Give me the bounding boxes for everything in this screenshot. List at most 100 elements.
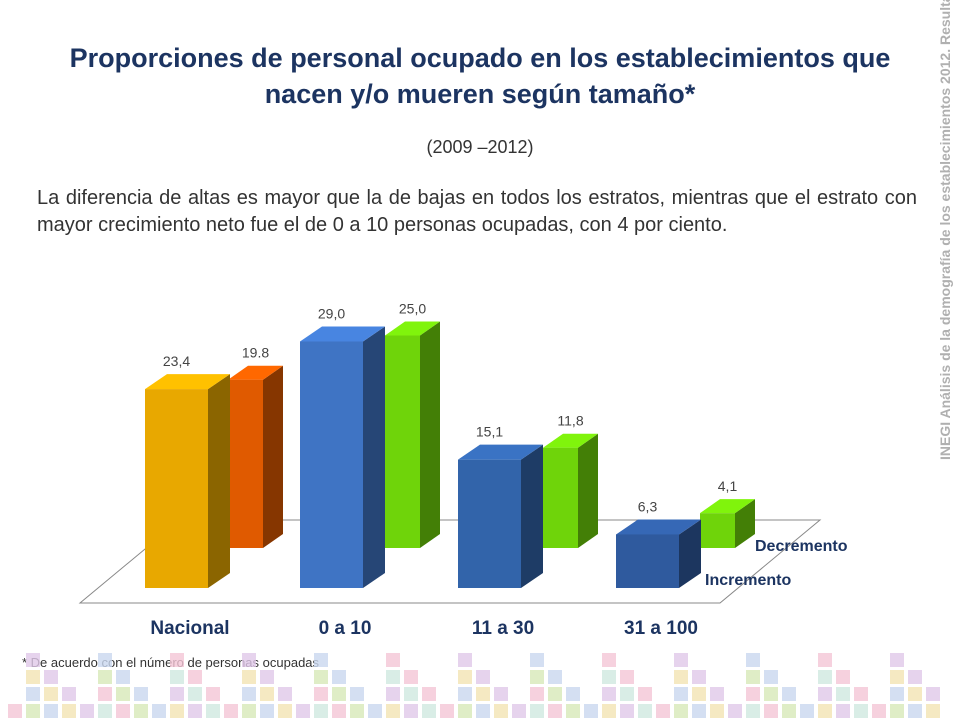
deco-square bbox=[224, 704, 238, 718]
deco-square bbox=[638, 704, 652, 718]
deco-square bbox=[890, 687, 904, 701]
deco-square bbox=[170, 687, 184, 701]
deco-square bbox=[890, 704, 904, 718]
deco-square bbox=[314, 670, 328, 684]
value-label: 4,1 bbox=[718, 478, 738, 494]
deco-square bbox=[26, 653, 40, 667]
deco-square bbox=[836, 687, 850, 701]
deco-square bbox=[116, 670, 130, 684]
deco-square bbox=[458, 687, 472, 701]
deco-square bbox=[692, 670, 706, 684]
description: La diferencia de altas es mayor que la d… bbox=[37, 187, 917, 236]
deco-square bbox=[386, 687, 400, 701]
deco-square bbox=[566, 704, 580, 718]
deco-square bbox=[548, 687, 562, 701]
bar-side bbox=[263, 365, 283, 548]
deco-square bbox=[566, 687, 580, 701]
deco-square bbox=[674, 653, 688, 667]
deco-square bbox=[386, 704, 400, 718]
deco-square bbox=[296, 704, 310, 718]
deco-square bbox=[494, 704, 508, 718]
deco-square bbox=[26, 704, 40, 718]
title: Proporciones de personal ocupado en los … bbox=[69, 43, 891, 109]
deco-square bbox=[656, 704, 670, 718]
deco-square bbox=[818, 670, 832, 684]
deco-square bbox=[44, 704, 58, 718]
value-label: 15,1 bbox=[476, 424, 503, 440]
deco-square bbox=[458, 704, 472, 718]
deco-square bbox=[332, 670, 346, 684]
deco-square bbox=[494, 687, 508, 701]
deco-square bbox=[314, 704, 328, 718]
deco-square bbox=[8, 704, 22, 718]
deco-square bbox=[818, 704, 832, 718]
subtitle: (2009 –2012) bbox=[426, 137, 534, 157]
deco-square bbox=[440, 704, 454, 718]
series-label: Incremento bbox=[705, 572, 791, 589]
deco-square bbox=[134, 704, 148, 718]
deco-square bbox=[404, 704, 418, 718]
deco-square bbox=[170, 670, 184, 684]
deco-square bbox=[530, 653, 544, 667]
deco-square bbox=[908, 670, 922, 684]
bar bbox=[300, 341, 363, 588]
deco-square bbox=[458, 670, 472, 684]
deco-square bbox=[782, 704, 796, 718]
deco-square bbox=[386, 653, 400, 667]
deco-square bbox=[188, 704, 202, 718]
bar-top bbox=[700, 499, 755, 514]
deco-square bbox=[314, 653, 328, 667]
deco-square bbox=[332, 687, 346, 701]
deco-square bbox=[422, 704, 436, 718]
deco-square bbox=[26, 687, 40, 701]
value-label: 29,0 bbox=[318, 306, 345, 322]
bar-top bbox=[300, 326, 385, 342]
deco-square bbox=[674, 670, 688, 684]
deco-square bbox=[476, 687, 490, 701]
deco-square bbox=[746, 670, 760, 684]
deco-square bbox=[782, 687, 796, 701]
bar-side bbox=[521, 444, 543, 588]
deco-square bbox=[908, 687, 922, 701]
deco-square bbox=[692, 704, 706, 718]
value-label: 19.8 bbox=[242, 345, 269, 361]
bar-top bbox=[543, 433, 598, 448]
deco-square bbox=[854, 704, 868, 718]
deco-square bbox=[242, 653, 256, 667]
deco-square bbox=[242, 704, 256, 718]
deco-square bbox=[836, 704, 850, 718]
deco-square bbox=[188, 687, 202, 701]
deco-square bbox=[818, 653, 832, 667]
value-label: 23,4 bbox=[163, 353, 190, 369]
value-label: 11,8 bbox=[557, 413, 583, 429]
deco-square bbox=[476, 670, 490, 684]
deco-square bbox=[134, 687, 148, 701]
deco-square bbox=[602, 653, 616, 667]
deco-square bbox=[98, 670, 112, 684]
deco-square bbox=[350, 687, 364, 701]
series-label: Decremento bbox=[755, 538, 848, 555]
bar-top bbox=[385, 321, 440, 336]
deco-square bbox=[890, 653, 904, 667]
deco-square bbox=[242, 687, 256, 701]
deco-square bbox=[548, 670, 562, 684]
deco-square bbox=[692, 687, 706, 701]
deco-square bbox=[44, 670, 58, 684]
deco-square bbox=[422, 687, 436, 701]
deco-square bbox=[854, 687, 868, 701]
deco-square bbox=[674, 687, 688, 701]
deco-square bbox=[836, 670, 850, 684]
bar bbox=[458, 459, 521, 588]
deco-square bbox=[44, 687, 58, 701]
deco-square bbox=[674, 704, 688, 718]
deco-square bbox=[350, 704, 364, 718]
deco-square bbox=[386, 670, 400, 684]
deco-square bbox=[602, 670, 616, 684]
bar-top bbox=[458, 444, 543, 460]
deco-square bbox=[728, 704, 742, 718]
bar-side bbox=[578, 433, 598, 548]
bar-top bbox=[145, 374, 230, 390]
deco-square bbox=[62, 704, 76, 718]
